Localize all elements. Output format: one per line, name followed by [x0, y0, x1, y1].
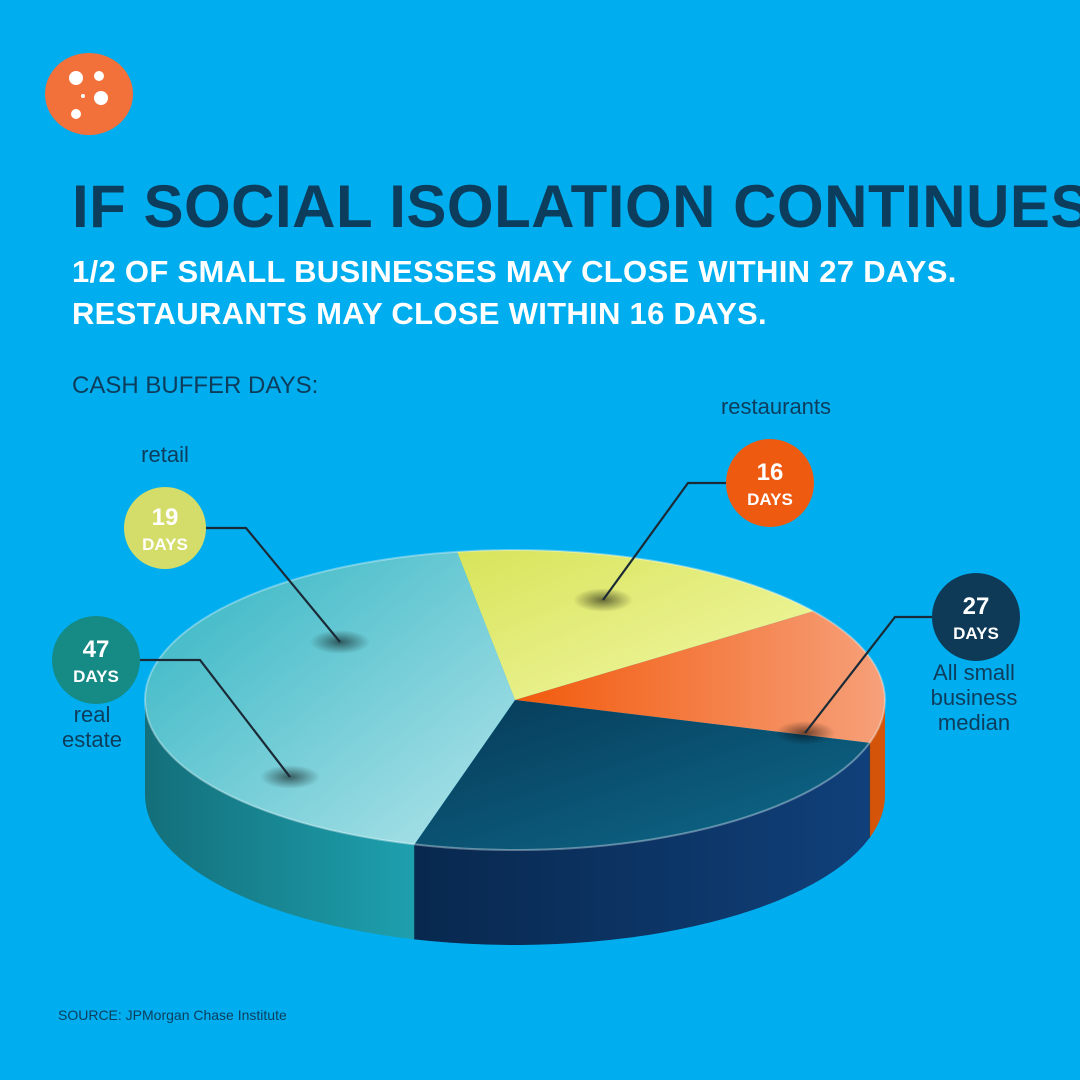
subheadline-small-businesses: 1/2 OF SMALL BUSINESSES MAY CLOSE WITHIN…	[72, 254, 957, 289]
category-label-median: All small business median	[931, 660, 1018, 735]
callout-line-median	[804, 615, 932, 734]
source-note: SOURCE: JPMorgan Chase Institute	[58, 1007, 287, 1023]
pie-side-restaurants	[869, 700, 885, 838]
chart-caption: CASH BUFFER DAYS:	[72, 372, 319, 399]
unit-label-real-estate: DAYS	[73, 667, 119, 686]
pie-slice-retail	[457, 550, 814, 700]
unit-label-median: DAYS	[953, 624, 999, 643]
pie-slice-restaurants	[515, 611, 885, 743]
unit-label-retail: DAYS	[142, 535, 188, 554]
value-label-real-estate: 47	[83, 636, 110, 663]
unit-label-restaurants: DAYS	[747, 490, 793, 509]
value-bubble-retail	[124, 487, 206, 569]
callout-line-real-estate	[140, 658, 291, 778]
value-label-retail: 19	[152, 504, 179, 531]
value-label-median: 27	[963, 593, 990, 620]
value-bubble-median	[932, 573, 1020, 661]
pie-side-median	[414, 742, 870, 945]
pie-rim	[144, 549, 886, 851]
pie-slice-real-estate	[145, 551, 515, 845]
category-label-real-estate: real estate	[62, 702, 122, 752]
subheadline-restaurants: RESTAURANTS MAY CLOSE WITHIN 16 DAYS.	[72, 296, 767, 331]
callout-line-retail	[206, 526, 341, 643]
category-label-restaurants: restaurants	[721, 394, 831, 419]
pie-slice-median	[414, 700, 870, 850]
value-label-restaurants: 16	[757, 459, 784, 486]
pie-side-real-estate	[145, 700, 415, 940]
dots-logo-icon	[45, 53, 133, 135]
value-bubble-restaurants	[726, 439, 814, 527]
callout-line-restaurants	[602, 481, 726, 601]
category-label-retail: retail	[141, 442, 189, 467]
value-bubble-real-estate	[52, 616, 140, 704]
headline: IF SOCIAL ISOLATION CONTINUES,	[72, 173, 1080, 240]
